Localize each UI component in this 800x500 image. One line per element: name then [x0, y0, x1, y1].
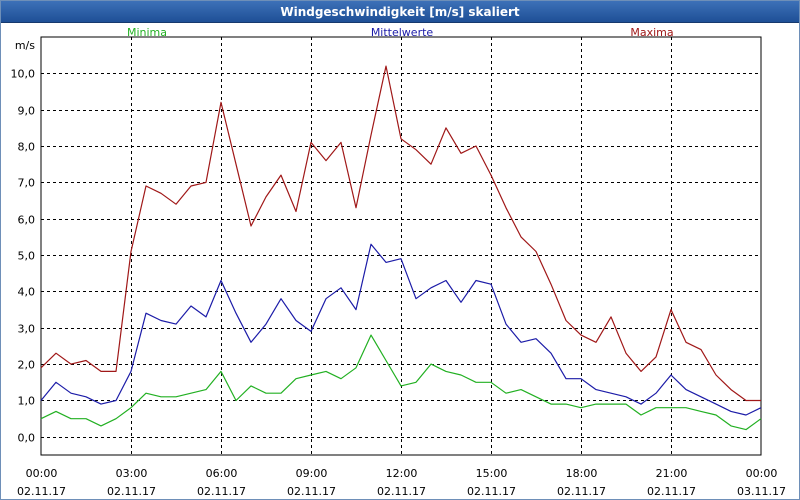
y-tick-label: 10,0 — [11, 68, 36, 81]
y-tick-label: 8,0 — [18, 141, 36, 154]
x-tick-date: 02.11.17 — [197, 485, 246, 498]
y-tick-label: 9,0 — [18, 105, 36, 118]
x-tick-date: 03.11.17 — [737, 485, 786, 498]
wind-speed-chart: 0,0 1,0 2,0 3,0 4,0 5,0 6,0 7,0 8,0 9,0 10,0 m/s 00:… — [11, 26, 786, 498]
legend-mittelwerte: Mittelwerte — [371, 26, 434, 39]
x-tick-time: 00:00 — [746, 467, 778, 480]
x-tick-time: 18:00 — [566, 467, 598, 480]
series-line-mittelwerte — [40, 243, 762, 416]
y-tick-label: 0,0 — [18, 432, 36, 445]
y-tick-label: 3,0 — [18, 323, 36, 336]
x-tick-date: 02.11.17 — [287, 485, 336, 498]
x-tick-time: 06:00 — [206, 467, 238, 480]
series-line-minima — [40, 334, 762, 431]
x-tick-time: 12:00 — [386, 467, 418, 480]
x-tick-time: 15:00 — [476, 467, 508, 480]
y-axis-label: m/s — [15, 39, 35, 52]
x-tick-date: 02.11.17 — [17, 485, 66, 498]
y-tick-label: 1,0 — [18, 395, 36, 408]
y-tick-label: 6,0 — [18, 214, 36, 227]
x-tick-date: 02.11.17 — [107, 485, 156, 498]
x-tick-date: 02.11.17 — [377, 485, 426, 498]
x-tick-date: 02.11.17 — [647, 485, 696, 498]
y-tick-label: 7,0 — [18, 177, 36, 190]
legend-maxima: Maxima — [630, 26, 673, 39]
x-tick-time: 03:00 — [116, 467, 148, 480]
legend-minima: Minima — [127, 26, 167, 39]
window-title: Windgeschwindigkeit [m/s] skaliert — [1, 1, 799, 23]
y-tick-label: 2,0 — [18, 359, 36, 372]
x-tick-date: 02.11.17 — [467, 485, 516, 498]
x-tick-time: 00:00 — [26, 467, 58, 480]
y-tick-label: 5,0 — [18, 250, 36, 263]
x-tick-time: 21:00 — [656, 467, 688, 480]
x-tick-time: 09:00 — [296, 467, 328, 480]
x-tick-date: 02.11.17 — [557, 485, 606, 498]
y-tick-label: 4,0 — [18, 286, 36, 299]
series-line-maxima — [40, 65, 761, 402]
